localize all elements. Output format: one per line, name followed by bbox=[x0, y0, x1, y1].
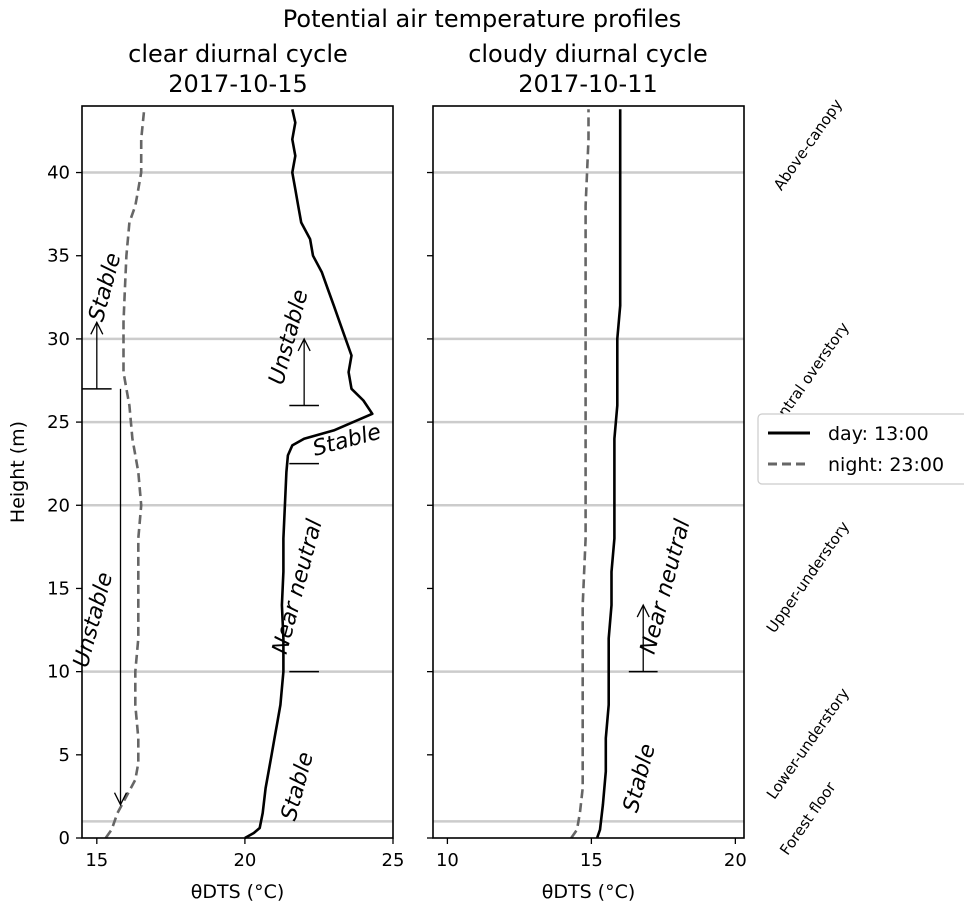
y-tick-label: 35 bbox=[47, 246, 70, 267]
y-axis-label: Height (m) bbox=[7, 421, 29, 523]
arrow-head bbox=[90, 320, 104, 335]
region-annotation: Stable bbox=[277, 750, 319, 824]
panel-clear: Stable Unstable Unstable Stable Near neutral… bbox=[47, 105, 405, 903]
x-tick-label: 15 bbox=[85, 850, 108, 871]
panel-1-subtitle-line1: clear diurnal cycle bbox=[128, 40, 348, 68]
region-annotation: Stable bbox=[619, 741, 661, 815]
legend: day: 13:00 night: 23:00 bbox=[757, 413, 964, 485]
y-tick-label: 30 bbox=[47, 329, 70, 350]
region-annotation: Near neutral bbox=[268, 517, 328, 657]
arrow-head bbox=[636, 603, 650, 618]
y-tick-label: 10 bbox=[47, 662, 70, 683]
arrow-head bbox=[297, 337, 311, 352]
series-line-night bbox=[570, 109, 590, 839]
x-tick-label: 20 bbox=[724, 850, 747, 871]
zone-label: Upper-understory bbox=[763, 518, 853, 636]
series-line-day bbox=[244, 109, 374, 840]
axes-frame bbox=[81, 105, 394, 839]
series-line-day bbox=[595, 109, 622, 839]
region-annotation: Unstable bbox=[69, 570, 118, 670]
x-tick-label: 25 bbox=[382, 850, 405, 871]
region-annotation: Stable bbox=[84, 250, 126, 324]
panel-cloudy: Near neutral Stable 10 15 20 θDTS (°C) bbox=[427, 105, 747, 903]
x-axis-label: θDTS (°C) bbox=[191, 881, 285, 903]
y-tick-label: 40 bbox=[47, 163, 70, 184]
legend-night-label: night: 23:00 bbox=[828, 454, 944, 476]
y-tick-label: 5 bbox=[59, 745, 70, 766]
y-tick-label: 25 bbox=[47, 412, 70, 433]
x-tick-label: 10 bbox=[436, 850, 459, 871]
panel-2-subtitle-line1: cloudy diurnal cycle bbox=[468, 40, 708, 68]
panel-1-subtitle-line2: 2017-10-15 bbox=[168, 70, 307, 98]
region-annotation: Unstable bbox=[264, 287, 313, 387]
x-tick-label: 15 bbox=[580, 850, 603, 871]
region-annotation: Near neutral bbox=[636, 517, 696, 657]
x-axis-label: θDTS (°C) bbox=[542, 881, 636, 903]
y-tick-label: 20 bbox=[47, 495, 70, 516]
zone-label: Above-canopy bbox=[770, 96, 846, 194]
axes-frame bbox=[432, 105, 745, 839]
y-tick-label: 0 bbox=[59, 828, 70, 849]
panel-2-subtitle-line2: 2017-10-11 bbox=[518, 70, 657, 98]
legend-day-label: day: 13:00 bbox=[828, 423, 929, 445]
chart-title: Potential air temperature profiles bbox=[283, 5, 681, 33]
arrow-head bbox=[113, 792, 128, 807]
x-tick-label: 20 bbox=[233, 850, 256, 871]
zone-label: Lower-understory bbox=[763, 685, 853, 803]
series-line-night bbox=[104, 109, 146, 839]
y-tick-label: 15 bbox=[47, 578, 70, 599]
